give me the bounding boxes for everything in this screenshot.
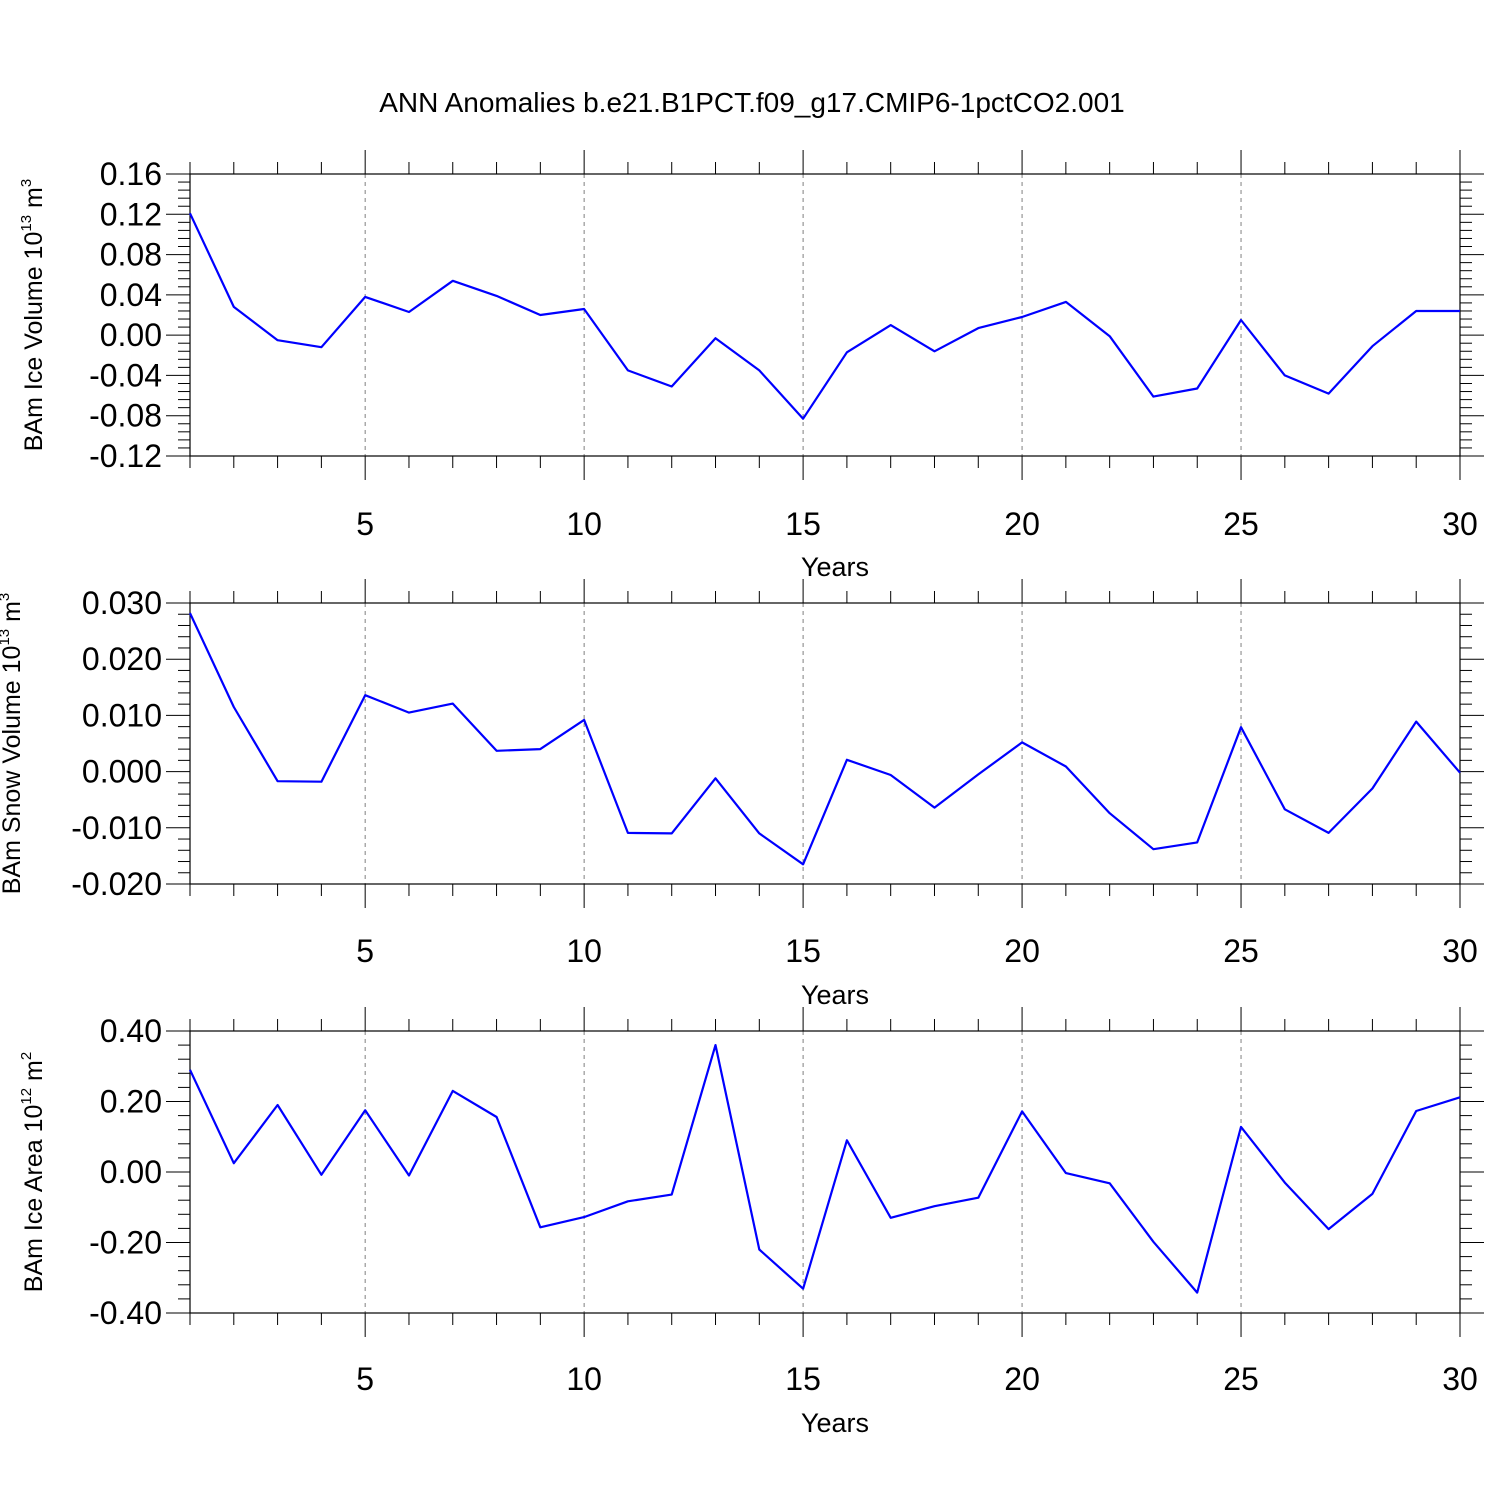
panel-2: -0.020 -0.010 0.000 0.010 0.020 0.030 5 10 15 20 2… — [0, 579, 1484, 1010]
x-tick-label: 15 — [785, 1361, 821, 1397]
x-tick-label: 15 — [785, 933, 821, 969]
y-tick-label: 0.00 — [100, 317, 162, 353]
figure-title: ANN Anomalies b.e21.B1PCT.f09_g17.CMIP6-… — [379, 87, 1125, 118]
y-tick-label: 0.16 — [100, 156, 162, 192]
series-line — [189, 1043, 1461, 1294]
y-tick-label: 0.40 — [100, 1013, 162, 1049]
y-tick-label: -0.04 — [89, 357, 162, 393]
series-line — [189, 612, 1461, 866]
x-tick-label: 30 — [1442, 933, 1478, 969]
x-tick-label: 15 — [785, 506, 821, 542]
x-tick-label: 10 — [566, 1361, 602, 1397]
panel-1: -0.12 -0.08 -0.04 0.00 0.04 0.08 0.12 0.16 5 10 15… — [18, 150, 1484, 582]
x-axis-label: Years — [801, 552, 869, 582]
y-tick-label: -0.12 — [89, 438, 162, 474]
y-tick-label: 0.20 — [100, 1084, 162, 1120]
x-tick-label: 5 — [356, 506, 374, 542]
y-axis-label: BAm Ice Volume 1013 m3 — [18, 179, 48, 451]
y-tick-label: 0.04 — [100, 277, 162, 313]
x-tick-label: 10 — [566, 506, 602, 542]
x-tick-label: 20 — [1004, 933, 1040, 969]
y-tick-label: -0.08 — [89, 398, 162, 434]
y-tick-label: -0.40 — [89, 1295, 162, 1331]
plot-frame — [189, 602, 1461, 885]
plot-frame — [189, 1030, 1461, 1314]
y-axis-label: BAm Ice Area 1012 m2 — [18, 1052, 48, 1292]
x-tick-label: 20 — [1004, 506, 1040, 542]
plot-frame — [189, 173, 1461, 457]
y-axis-label: BAm Snow Volume 1013 m3 — [0, 593, 26, 895]
y-tick-label: 0.010 — [82, 697, 162, 733]
y-tick-label: 0.030 — [82, 585, 162, 621]
y-tick-label: 0.12 — [100, 196, 162, 232]
x-tick-label: 25 — [1223, 1361, 1259, 1397]
x-axis-label: Years — [801, 980, 869, 1010]
x-tick-label: 25 — [1223, 506, 1259, 542]
x-tick-label: 10 — [566, 933, 602, 969]
panel-3: -0.40 -0.20 0.00 0.20 0.40 5 10 15 20 25 30 Years BA… — [18, 1007, 1484, 1438]
y-tick-label: 0.08 — [100, 237, 162, 273]
y-tick-label: -0.010 — [71, 810, 162, 846]
series-line — [189, 212, 1460, 420]
panels: -0.12 -0.08 -0.04 0.00 0.04 0.08 0.12 0.16 5 10 15… — [0, 150, 1484, 1438]
y-tick-label: -0.020 — [71, 866, 162, 902]
y-tick-label: 0.000 — [82, 754, 162, 790]
x-tick-label: 30 — [1442, 1361, 1478, 1397]
x-tick-label: 25 — [1223, 933, 1259, 969]
y-tick-label: -0.20 — [89, 1225, 162, 1261]
y-tick-label: 0.020 — [82, 641, 162, 677]
y-tick-label: 0.00 — [100, 1154, 162, 1190]
x-axis-label: Years — [801, 1408, 869, 1438]
x-tick-label: 20 — [1004, 1361, 1040, 1397]
x-tick-label: 30 — [1442, 506, 1478, 542]
x-tick-label: 5 — [356, 1361, 374, 1397]
x-tick-label: 5 — [356, 933, 374, 969]
